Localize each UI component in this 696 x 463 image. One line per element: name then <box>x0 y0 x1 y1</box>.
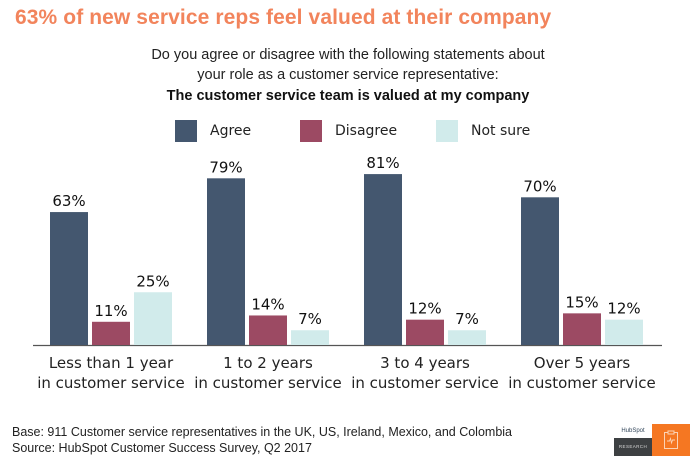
value-label-disagree-1: 11% <box>94 302 127 320</box>
value-label-agree-3: 81% <box>366 154 399 172</box>
category-label-3-line-2: in customer service <box>351 374 499 392</box>
legend-label-disagree: Disagree <box>335 123 398 139</box>
bar-disagree-2 <box>249 315 287 345</box>
category-label-2-line-2: in customer service <box>194 374 342 392</box>
bar-agree-4 <box>521 197 559 345</box>
bar-not-sure-1 <box>134 292 172 345</box>
legend-label-not-sure: Not sure <box>471 123 531 139</box>
bar-agree-2 <box>207 178 245 345</box>
value-label-agree-2: 79% <box>209 158 242 176</box>
category-label-4-line-2: in customer service <box>508 374 656 392</box>
value-label-agree-4: 70% <box>523 177 556 195</box>
legend-item-agree: Agree <box>175 120 251 142</box>
value-label-not-sure-3: 7% <box>455 310 479 328</box>
question-line-2: your role as a customer service represen… <box>197 67 499 83</box>
legend-item-disagree: Disagree <box>300 120 397 142</box>
category-label-4-line-1: Over 5 years <box>534 354 631 372</box>
question-line-1: Do you agree or disagree with the follow… <box>151 47 545 63</box>
bar-agree-1 <box>50 212 88 345</box>
statement: The customer service team is valued at m… <box>166 88 530 104</box>
category-label-1-line-2: in customer service <box>37 374 185 392</box>
clipboard-pulse-icon <box>652 424 690 456</box>
hubspot-research-logo: HubSpot RESEARCH <box>614 424 690 456</box>
value-label-agree-1: 63% <box>52 192 85 210</box>
category-label-2-line-1: 1 to 2 years <box>223 354 313 372</box>
logo-label: RESEARCH <box>614 438 652 456</box>
bar-disagree-1 <box>92 321 130 345</box>
value-label-not-sure-1: 25% <box>136 272 169 290</box>
bar-not-sure-4 <box>605 319 643 345</box>
headline: 63% of new service reps feel valued at t… <box>15 6 552 29</box>
legend-swatch-disagree <box>300 120 322 142</box>
legend-label-agree: Agree <box>210 123 252 139</box>
value-label-disagree-2: 14% <box>251 295 284 313</box>
logo-brand: HubSpot <box>614 424 652 438</box>
value-label-not-sure-2: 7% <box>298 310 322 328</box>
bar-not-sure-3 <box>448 330 486 345</box>
bar-not-sure-2 <box>291 330 329 345</box>
bar-disagree-3 <box>406 319 444 345</box>
bar-disagree-4 <box>563 313 601 345</box>
value-label-disagree-4: 15% <box>565 293 598 311</box>
legend-swatch-not-sure <box>436 120 458 142</box>
bar-agree-3 <box>364 174 402 345</box>
legend-swatch-agree <box>175 120 197 142</box>
value-label-not-sure-4: 12% <box>607 300 640 318</box>
category-label-1-line-1: Less than 1 year <box>49 354 174 372</box>
category-label-3-line-1: 3 to 4 years <box>380 354 470 372</box>
legend-item-not-sure: Not sure <box>436 120 530 142</box>
footer-source: Source: HubSpot Customer Success Survey,… <box>12 441 312 455</box>
value-label-disagree-3: 12% <box>408 300 441 318</box>
footer-base: Base: 911 Customer service representativ… <box>12 425 512 439</box>
